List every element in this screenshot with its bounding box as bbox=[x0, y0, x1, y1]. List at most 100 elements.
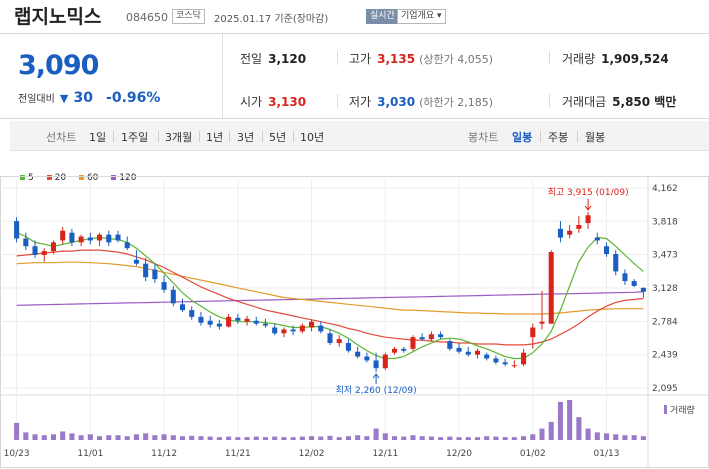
volume-bar bbox=[603, 433, 610, 440]
volume-bar bbox=[152, 435, 158, 440]
volume-bar bbox=[115, 435, 121, 440]
amount-label: 거래대금 bbox=[562, 95, 607, 109]
volume-bar bbox=[474, 437, 481, 440]
volume-bar bbox=[511, 437, 517, 440]
candle-body bbox=[14, 221, 20, 239]
candle-body bbox=[198, 316, 204, 323]
candle-monthly[interactable]: 월봉 bbox=[585, 131, 606, 144]
volume-bar bbox=[364, 436, 370, 440]
legend-ma5-label: 5 bbox=[28, 173, 34, 183]
candle-body bbox=[152, 269, 158, 280]
y-tick-label: 2,439 bbox=[652, 351, 678, 361]
ma120-swatch bbox=[111, 175, 117, 180]
period-separator bbox=[229, 131, 230, 142]
stat-divider bbox=[337, 94, 338, 108]
volume-bar bbox=[428, 436, 434, 440]
period-separator bbox=[540, 131, 541, 142]
volume-bar bbox=[539, 428, 545, 440]
period-3y[interactable]: 3년 bbox=[237, 131, 255, 144]
change-value: 30 bbox=[73, 90, 93, 106]
volume-bar bbox=[262, 437, 269, 440]
candle-body bbox=[309, 321, 315, 328]
price-change: 전일대비 ▼ 30 -0.96% bbox=[18, 87, 160, 106]
volume-bar bbox=[336, 437, 342, 440]
volume-bar bbox=[345, 436, 351, 440]
period-1y[interactable]: 1년 bbox=[206, 131, 224, 144]
candle-body bbox=[299, 325, 305, 332]
candle-body bbox=[438, 334, 444, 338]
volume-bar bbox=[548, 421, 554, 440]
min-arrow-icon bbox=[372, 373, 380, 379]
period-3m[interactable]: 3개월 bbox=[165, 131, 193, 144]
volume-bar bbox=[253, 436, 259, 440]
volume-bar bbox=[50, 434, 57, 440]
period-5y[interactable]: 5년 bbox=[269, 131, 287, 144]
high-value: 3,135 bbox=[377, 52, 416, 66]
candle-body bbox=[133, 259, 139, 264]
volume-bar bbox=[613, 434, 619, 440]
y-tick-label: 3,818 bbox=[652, 217, 678, 227]
candle-body bbox=[585, 215, 591, 224]
volume-bar bbox=[355, 435, 361, 440]
ma20-line bbox=[16, 249, 644, 346]
prev-close-value: 3,120 bbox=[268, 52, 307, 66]
period-separator bbox=[262, 131, 263, 142]
x-tick-label: 12/11 bbox=[372, 449, 398, 459]
candle-body bbox=[493, 358, 499, 363]
candle-body bbox=[567, 230, 573, 235]
candle-body bbox=[235, 317, 241, 321]
period-1w[interactable]: 1주일 bbox=[121, 131, 149, 144]
price-summary: 3,090 전일대비 ▼ 30 -0.96% 전일 3,120 고가 3,135 (상… bbox=[0, 33, 709, 119]
period-10y[interactable]: 10년 bbox=[300, 131, 325, 144]
volume-bar bbox=[170, 435, 176, 440]
period-separator bbox=[577, 131, 578, 142]
y-tick-label: 3,473 bbox=[652, 251, 678, 261]
candle-body bbox=[613, 253, 619, 272]
ma120-line bbox=[16, 291, 644, 306]
low-price: 저가 3,030 (하한가 2,185) bbox=[349, 93, 493, 110]
candle-body bbox=[189, 310, 195, 317]
period-separator bbox=[199, 131, 200, 142]
x-tick-label: 12/02 bbox=[299, 449, 325, 459]
volume-bar bbox=[78, 435, 84, 440]
legend-ma120-label: 120 bbox=[119, 173, 137, 183]
volume-bar bbox=[447, 436, 453, 440]
candle-body bbox=[631, 281, 637, 286]
volume-bar bbox=[318, 436, 324, 440]
period-separator bbox=[113, 131, 114, 142]
candle-body bbox=[318, 325, 324, 332]
volume-bar bbox=[493, 436, 499, 440]
candle-daily[interactable]: 일봉 bbox=[512, 131, 533, 144]
low-label: 저가 bbox=[349, 95, 372, 109]
ma-legend: 5 20 60 120 bbox=[20, 173, 146, 183]
open-price: 시가 3,130 bbox=[240, 93, 306, 110]
candle-body bbox=[465, 351, 471, 355]
volume-bar bbox=[226, 436, 232, 440]
volume-bar bbox=[106, 435, 112, 440]
candle-body bbox=[419, 337, 425, 340]
low-value: 3,030 bbox=[377, 95, 416, 109]
legend-ma20: 20 bbox=[46, 173, 66, 183]
candle-body bbox=[143, 263, 149, 278]
candle-body bbox=[106, 234, 112, 243]
candle-body bbox=[539, 321, 545, 324]
company-overview-dropdown[interactable]: 기업개요 ▾ bbox=[397, 9, 446, 24]
volume-bar bbox=[23, 432, 29, 440]
change-label: 전일대비 bbox=[18, 94, 55, 105]
volume-legend-swatch bbox=[664, 405, 667, 414]
prev-close-label: 전일 bbox=[240, 52, 263, 66]
legend-ma5: 5 bbox=[20, 173, 34, 183]
candle-body bbox=[253, 320, 259, 324]
upper-limit: (상한가 4,055) bbox=[419, 53, 493, 66]
realtime-button[interactable]: 실시간 bbox=[366, 9, 399, 24]
y-tick-label: 3,128 bbox=[652, 284, 678, 294]
stock-chart[interactable]: 10/23 11/01 11/12 11/21 12/02 12/11 12/20 01/02… bbox=[0, 176, 709, 469]
candle-body bbox=[548, 252, 554, 324]
volume-bar bbox=[189, 435, 195, 440]
volume-bar bbox=[161, 434, 167, 440]
period-1d[interactable]: 1일 bbox=[89, 131, 107, 144]
prev-close: 전일 3,120 bbox=[240, 50, 306, 67]
candle-body bbox=[272, 327, 278, 334]
candle-weekly[interactable]: 주봉 bbox=[548, 131, 569, 144]
volume-bar bbox=[272, 436, 278, 440]
